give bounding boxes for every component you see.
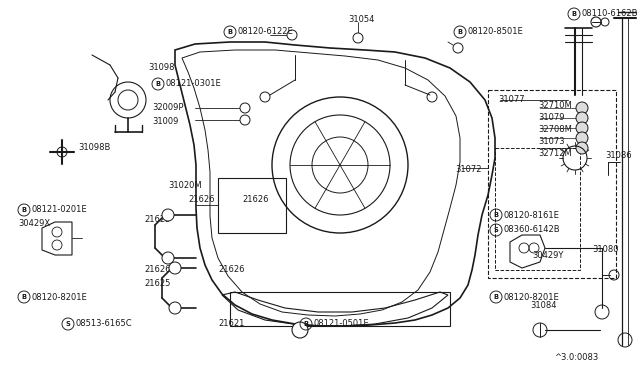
Circle shape — [287, 30, 297, 40]
Text: 31098: 31098 — [148, 64, 175, 73]
Text: 31084: 31084 — [530, 301, 557, 310]
Text: ^3.0:0083: ^3.0:0083 — [554, 353, 598, 362]
Text: B: B — [458, 29, 463, 35]
Text: B: B — [227, 29, 232, 35]
Text: 08121-0301E: 08121-0301E — [165, 80, 221, 89]
Text: 21626: 21626 — [242, 196, 269, 205]
Circle shape — [576, 102, 588, 114]
Circle shape — [240, 103, 250, 113]
Text: 21625: 21625 — [144, 215, 170, 224]
Text: 31072: 31072 — [455, 166, 481, 174]
Text: 21626: 21626 — [188, 196, 214, 205]
Text: 08110-6162B: 08110-6162B — [581, 10, 637, 19]
Text: 32712M: 32712M — [538, 150, 572, 158]
Circle shape — [162, 209, 174, 221]
Text: 08360-6142B: 08360-6142B — [503, 225, 559, 234]
Text: 08120-8201E: 08120-8201E — [503, 292, 559, 301]
Text: 31086: 31086 — [605, 151, 632, 160]
Text: 08120-8161E: 08120-8161E — [503, 211, 559, 219]
Circle shape — [292, 322, 308, 338]
Text: 08121-0201E: 08121-0201E — [31, 205, 86, 215]
Text: 21625: 21625 — [144, 279, 170, 289]
Circle shape — [576, 112, 588, 124]
Text: S: S — [66, 321, 70, 327]
Text: 31080: 31080 — [592, 246, 618, 254]
Text: B: B — [156, 81, 161, 87]
Text: 31054: 31054 — [348, 16, 374, 25]
Text: 08120-8201E: 08120-8201E — [31, 292, 87, 301]
Text: 31077: 31077 — [498, 96, 525, 105]
Text: 21626: 21626 — [144, 266, 170, 275]
Text: 08121-0501E: 08121-0501E — [313, 320, 369, 328]
Circle shape — [260, 92, 270, 102]
Text: 21626: 21626 — [218, 266, 244, 275]
Text: 08120-6122E: 08120-6122E — [237, 28, 292, 36]
Text: 31009: 31009 — [152, 118, 179, 126]
Text: 32708M: 32708M — [538, 125, 572, 135]
Circle shape — [453, 43, 463, 53]
Circle shape — [240, 115, 250, 125]
Text: 32710M: 32710M — [538, 100, 572, 109]
Text: 08513-6165C: 08513-6165C — [75, 320, 132, 328]
Circle shape — [576, 132, 588, 144]
Text: B: B — [22, 294, 26, 300]
Text: B: B — [493, 294, 499, 300]
Text: B: B — [22, 207, 26, 213]
Text: 30429X: 30429X — [18, 219, 50, 228]
Text: 32009P: 32009P — [152, 103, 184, 112]
Text: 31079: 31079 — [538, 113, 564, 122]
Text: B: B — [303, 321, 308, 327]
Circle shape — [169, 262, 181, 274]
Text: B: B — [572, 11, 577, 17]
Circle shape — [576, 142, 588, 154]
Text: 21621: 21621 — [218, 320, 244, 328]
Text: 31020M: 31020M — [168, 182, 202, 190]
Text: 31073: 31073 — [538, 138, 564, 147]
Text: S: S — [493, 227, 499, 233]
Text: 31098B: 31098B — [78, 144, 110, 153]
Circle shape — [576, 122, 588, 134]
Circle shape — [169, 302, 181, 314]
Text: B: B — [493, 212, 499, 218]
Text: 08120-8501E: 08120-8501E — [467, 28, 523, 36]
Circle shape — [353, 33, 363, 43]
Circle shape — [162, 252, 174, 264]
Text: 30429Y: 30429Y — [532, 250, 563, 260]
